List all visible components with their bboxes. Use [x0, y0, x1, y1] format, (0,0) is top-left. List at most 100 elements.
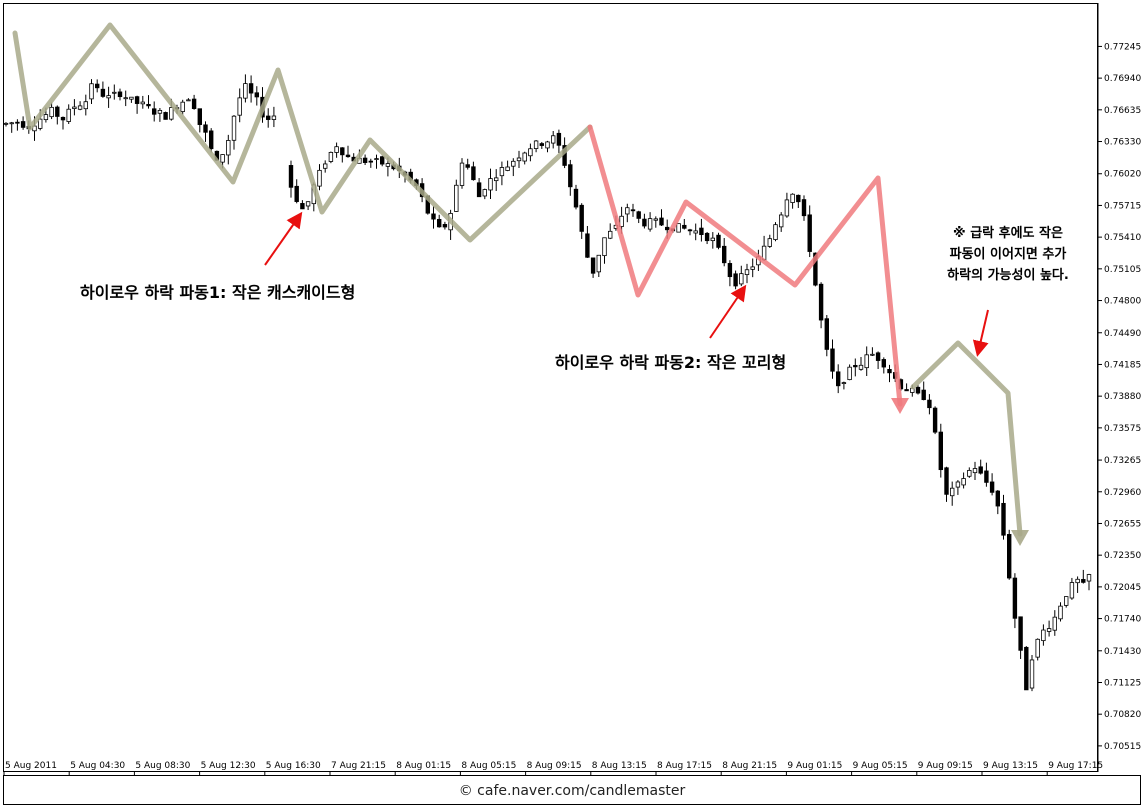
candle-body [722, 245, 727, 264]
y-tick-label: 0.74490 [1104, 329, 1141, 339]
x-tick-label: 9 Aug 17:15 [1048, 761, 1103, 771]
candle-body [813, 252, 818, 286]
x-tick-label: 8 Aug 05:15 [461, 761, 516, 771]
y-tick-label: 0.71430 [1104, 647, 1141, 657]
candle [226, 134, 231, 165]
candle-body [659, 217, 664, 226]
candle [180, 99, 185, 115]
candle [471, 161, 476, 181]
x-tick-label: 9 Aug 09:15 [918, 761, 973, 771]
candle [932, 406, 938, 435]
candle-body [237, 97, 242, 116]
candle [117, 88, 123, 101]
candle [1081, 569, 1086, 584]
candle [887, 364, 892, 383]
candle-body [1035, 638, 1040, 658]
candle-body [590, 257, 596, 274]
candle [15, 119, 20, 131]
candle-body [49, 106, 54, 118]
candle-body [1075, 578, 1080, 584]
candle [767, 234, 772, 248]
candle [66, 104, 71, 124]
candle [807, 205, 812, 258]
candle-body [77, 105, 83, 110]
candle-body [636, 211, 641, 219]
candle-body [345, 154, 351, 158]
candle-body [140, 101, 145, 105]
candle-body [271, 115, 277, 120]
candle-body [38, 118, 43, 129]
candle-body [1064, 596, 1069, 606]
candle [49, 102, 54, 120]
x-tick-label: 9 Aug 13:15 [983, 761, 1038, 771]
candle [921, 381, 926, 401]
candle-body [100, 88, 106, 97]
candle [511, 158, 516, 177]
candle [1001, 494, 1006, 540]
candle [322, 160, 328, 173]
candle-body [465, 164, 470, 168]
candle-body [938, 431, 943, 471]
candle-body [693, 230, 698, 234]
candle-body [60, 116, 66, 121]
candle [55, 105, 60, 125]
candle [1035, 638, 1040, 661]
x-tick-label: 8 Aug 01:15 [396, 761, 451, 771]
candle [379, 155, 385, 167]
candle [790, 193, 795, 209]
candle-body [385, 163, 391, 167]
candle-body [932, 407, 938, 433]
footer-bar [3, 775, 1141, 805]
candle-body [300, 203, 305, 210]
candle [112, 84, 117, 100]
candle [744, 263, 750, 284]
candle-body [248, 83, 254, 94]
candle-body [203, 124, 208, 133]
candle-body [847, 366, 852, 381]
candle-body [927, 399, 932, 409]
candle [978, 459, 983, 475]
y-tick-label: 0.74185 [1104, 360, 1141, 370]
candle-body [20, 121, 26, 128]
red-arrow-note [972, 309, 989, 357]
candle [818, 282, 824, 329]
candle-body [368, 160, 373, 163]
candle [208, 128, 214, 153]
candle-body [476, 182, 482, 198]
candle-body [15, 121, 20, 124]
candle [784, 192, 790, 218]
candle-body [95, 83, 100, 89]
candle-body [995, 490, 1000, 507]
annotation-note-line2: 파동이 이어지면 추가 [950, 246, 1067, 262]
candle [1024, 646, 1029, 691]
candle-body [288, 165, 294, 188]
candle-body [157, 109, 163, 114]
candle-body [864, 354, 869, 369]
candle [431, 206, 436, 229]
candle-body [824, 318, 829, 350]
candle-body [881, 359, 886, 368]
candle [89, 79, 94, 105]
candle [436, 214, 442, 228]
candle-body [596, 254, 601, 273]
candle-body [488, 178, 493, 191]
candle-body [436, 218, 442, 228]
candle [186, 98, 191, 102]
candle [995, 490, 1000, 515]
candle-body [699, 227, 704, 236]
y-tick-label: 0.72960 [1104, 488, 1141, 498]
candle [254, 86, 259, 106]
candle [106, 86, 111, 108]
x-tick-label: 8 Aug 17:15 [657, 761, 712, 771]
y-tick-label: 0.72350 [1104, 551, 1141, 561]
candle [328, 151, 334, 164]
candle [750, 258, 755, 278]
candle-body [533, 140, 539, 149]
candle [659, 209, 664, 226]
candle-body [841, 382, 847, 385]
candle [710, 232, 715, 249]
y-tick-label: 0.76635 [1104, 106, 1141, 116]
candle [465, 158, 470, 170]
candle [573, 184, 579, 210]
candle [1064, 596, 1069, 608]
